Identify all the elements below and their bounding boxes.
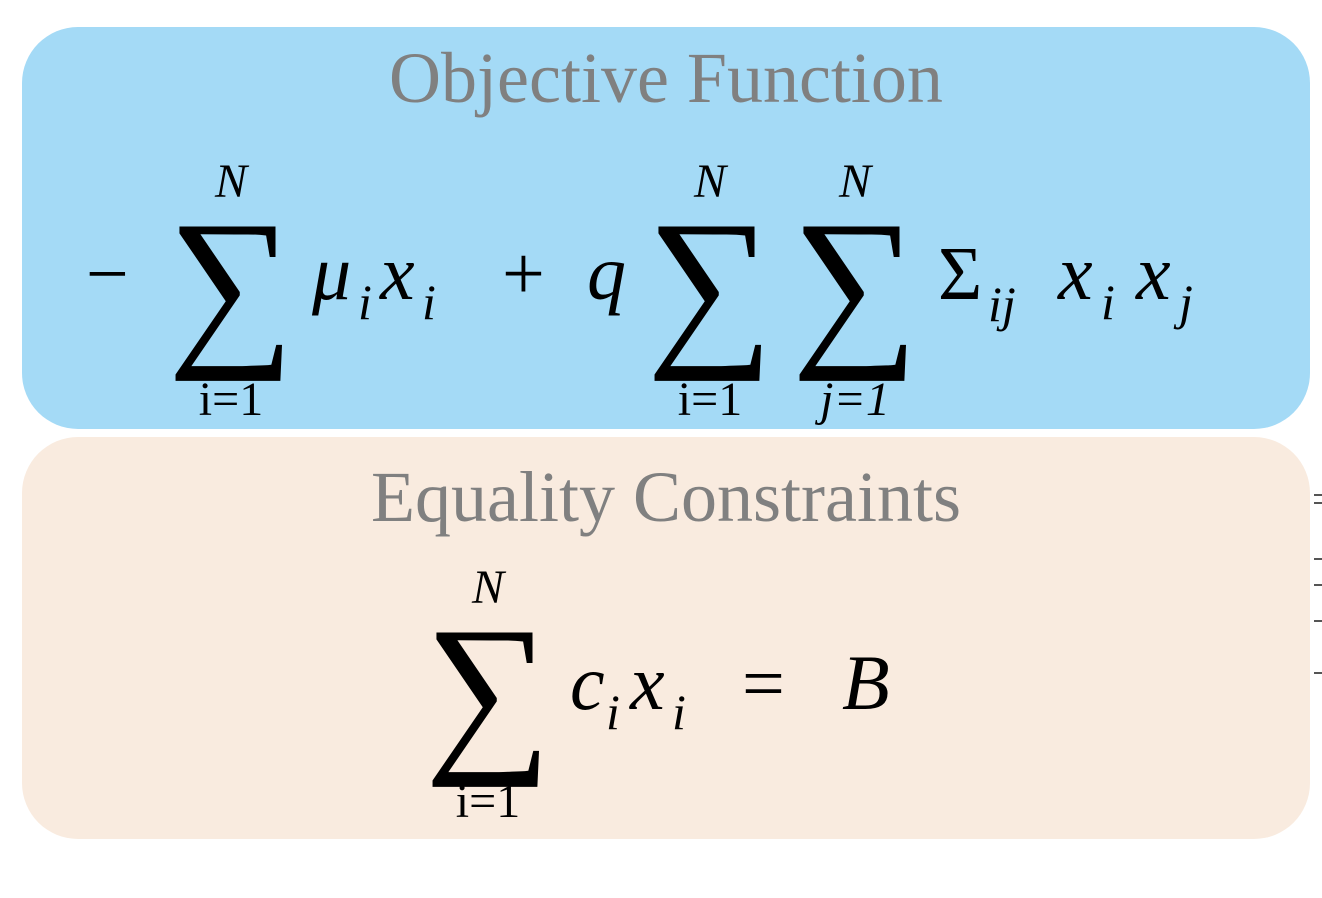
sum1-symbol: ∑ bbox=[168, 184, 295, 382]
q-symbol: q bbox=[587, 229, 626, 316]
sum1-upper-limit: N bbox=[214, 155, 250, 208]
objective-function-panel: Objective Function − N ∑ i=1 μ i x i + q… bbox=[22, 27, 1310, 429]
c-symbol: c bbox=[570, 639, 605, 726]
sum3-lower-limit: j=1 bbox=[814, 373, 890, 426]
xj-subscript: j bbox=[1173, 274, 1193, 330]
objective-function-title: Objective Function bbox=[389, 38, 943, 118]
xj-symbol: x bbox=[1135, 229, 1171, 316]
mu-symbol: μ bbox=[311, 229, 351, 316]
mu-subscript: i bbox=[358, 274, 372, 330]
x-subscript: i bbox=[422, 274, 436, 330]
equals-sign: = bbox=[742, 642, 785, 726]
sum3-symbol: ∑ bbox=[792, 184, 919, 382]
objective-formula: − N ∑ i=1 μ i x i + q N ∑ i=1 N ∑ j=1 Σ … bbox=[86, 155, 1193, 426]
constraint-sum-upper-limit: N bbox=[471, 561, 507, 614]
xi-symbol: x bbox=[1057, 229, 1093, 316]
cropped-edge-marks bbox=[1314, 480, 1322, 680]
x-subscript: i bbox=[672, 684, 686, 740]
sum1-lower-limit: i=1 bbox=[199, 373, 263, 426]
sigma-symbol: Σ bbox=[938, 232, 982, 316]
plus-sign: + bbox=[502, 232, 545, 316]
equality-constraints-panel: Equality Constraints N ∑ i=1 c i x i = B bbox=[22, 437, 1310, 839]
x-symbol: x bbox=[629, 639, 665, 726]
x-symbol: x bbox=[379, 229, 415, 316]
b-symbol: B bbox=[842, 639, 890, 726]
constraint-formula: N ∑ i=1 c i x i = B bbox=[425, 561, 890, 828]
c-subscript: i bbox=[606, 684, 620, 740]
sum2-upper-limit: N bbox=[693, 155, 729, 208]
minus-sign: − bbox=[86, 232, 129, 316]
equality-constraints-title: Equality Constraints bbox=[371, 457, 961, 537]
sigma-subscript: ij bbox=[988, 276, 1016, 332]
xi-subscript: i bbox=[1101, 274, 1115, 330]
constraint-sum-symbol: ∑ bbox=[425, 590, 552, 788]
sum2-symbol: ∑ bbox=[647, 184, 774, 382]
sum2-lower-limit: i=1 bbox=[678, 373, 742, 426]
constraint-sum-lower-limit: i=1 bbox=[456, 775, 520, 828]
sum3-upper-limit: N bbox=[838, 155, 874, 208]
